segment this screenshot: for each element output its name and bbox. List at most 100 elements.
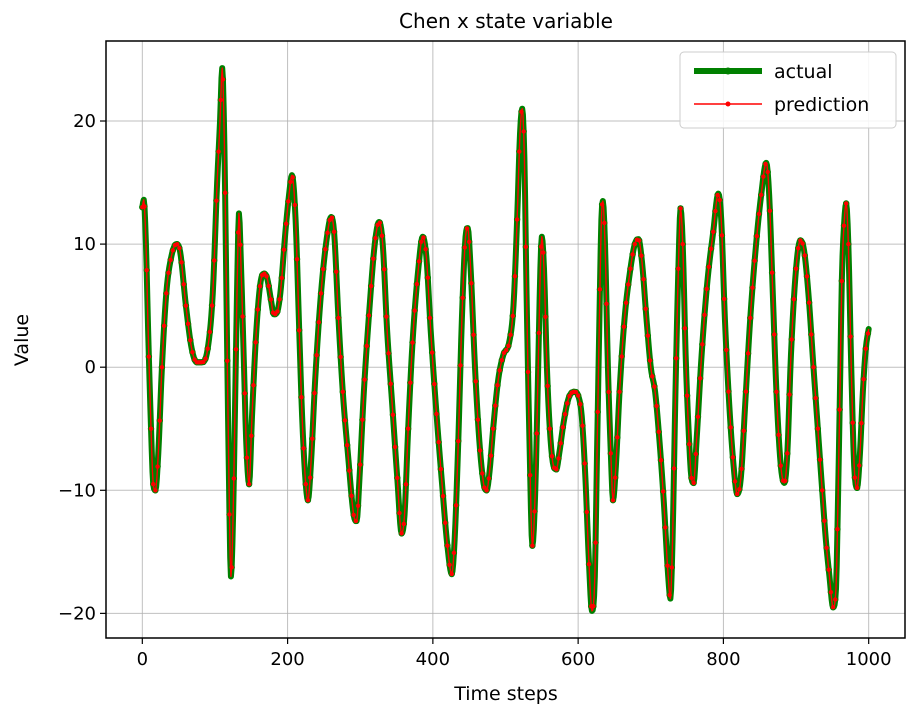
prediction-point [530, 543, 535, 548]
prediction-point [466, 239, 472, 244]
prediction-point [846, 241, 851, 247]
prediction-point [804, 274, 810, 279]
prediction-point [806, 300, 812, 305]
prediction-point [310, 436, 315, 441]
prediction-point [233, 347, 239, 352]
series-actual [139, 65, 872, 614]
prediction-point [279, 275, 284, 281]
x-tick-label: 0 [137, 649, 148, 670]
prediction-point [687, 441, 692, 447]
prediction-point [612, 475, 618, 480]
prediction-point [647, 358, 653, 363]
prediction-point [608, 451, 614, 456]
legend-label-prediction: prediction [774, 94, 869, 116]
prediction-point [532, 509, 537, 514]
prediction-point [543, 314, 548, 319]
prediction-point [517, 149, 522, 154]
prediction-point [819, 488, 825, 493]
prediction-point [560, 425, 566, 430]
prediction-point [667, 592, 672, 598]
x-tick-label: 1000 [846, 649, 892, 670]
prediction-point [789, 337, 794, 342]
prediction-point [475, 417, 481, 422]
prediction-point [460, 295, 465, 301]
prediction-point [427, 315, 433, 321]
prediction-point [785, 451, 790, 456]
prediction-point [584, 509, 590, 515]
prediction-point [769, 270, 775, 275]
prediction-point [480, 471, 485, 476]
prediction-point [809, 332, 814, 337]
prediction-point [702, 312, 707, 318]
prediction-point [421, 235, 426, 240]
prediction-point [443, 520, 448, 525]
prediction-point [776, 432, 781, 438]
prediction-point [817, 457, 823, 462]
prediction-point [684, 393, 690, 398]
prediction-point [732, 479, 738, 484]
legend: actual prediction [679, 51, 897, 129]
prediction-point [639, 253, 644, 258]
prediction-point [654, 403, 659, 409]
prediction-point [750, 285, 755, 290]
x-tick-label: 200 [270, 649, 304, 670]
prediction-point [739, 466, 744, 472]
prediction-point [558, 441, 563, 446]
prediction-point [708, 246, 714, 251]
prediction-point [506, 343, 511, 348]
prediction-point [837, 407, 842, 412]
prediction-point [704, 286, 709, 292]
prediction-point [752, 258, 757, 263]
prediction-point [283, 221, 289, 226]
prediction-point [599, 202, 605, 207]
prediction-point [486, 476, 491, 481]
y-tick-label: 20 [73, 111, 96, 132]
prediction-point [549, 453, 555, 459]
x-axis-title: Time steps [453, 683, 558, 705]
prediction-point [146, 354, 152, 359]
prediction-point [349, 493, 354, 499]
prediction-point [456, 438, 461, 444]
prediction-point [689, 475, 694, 481]
prediction-point [338, 354, 343, 360]
prediction-point [575, 393, 581, 398]
prediction-point [297, 328, 302, 333]
prediction-point [726, 389, 731, 394]
prediction-point [153, 488, 158, 493]
prediction-point [379, 233, 385, 238]
prediction-point [436, 439, 441, 445]
prediction-point [824, 545, 829, 550]
prediction-point [626, 282, 631, 287]
prediction-point [216, 149, 221, 154]
prediction-point [225, 358, 230, 364]
y-tick-label: 10 [73, 234, 96, 255]
prediction-point [447, 562, 452, 567]
plot-series [139, 65, 872, 614]
prediction-point [743, 389, 749, 394]
prediction-point [340, 389, 345, 395]
prediction-point [593, 540, 598, 545]
prediction-point [209, 303, 215, 308]
prediction-point [691, 480, 696, 486]
prediction-point [493, 403, 498, 408]
prediction-point [745, 351, 751, 356]
prediction-point [410, 340, 415, 345]
prediction-point [763, 161, 768, 167]
prediction-point [652, 384, 657, 389]
prediction-point [748, 315, 753, 321]
prediction-point [253, 340, 258, 345]
prediction-point [737, 487, 742, 492]
prediction-point [469, 281, 474, 286]
prediction-point [841, 223, 847, 228]
prediction-point [303, 481, 308, 487]
prediction-point [636, 238, 642, 243]
prediction-point [144, 267, 149, 273]
prediction-point [438, 466, 444, 472]
prediction-point [355, 503, 361, 508]
prediction-point [344, 442, 350, 448]
prediction-point [157, 418, 162, 423]
prediction-point [528, 472, 533, 478]
prediction-point [164, 291, 169, 296]
prediction-point [246, 481, 252, 487]
prediction-point [382, 267, 387, 272]
